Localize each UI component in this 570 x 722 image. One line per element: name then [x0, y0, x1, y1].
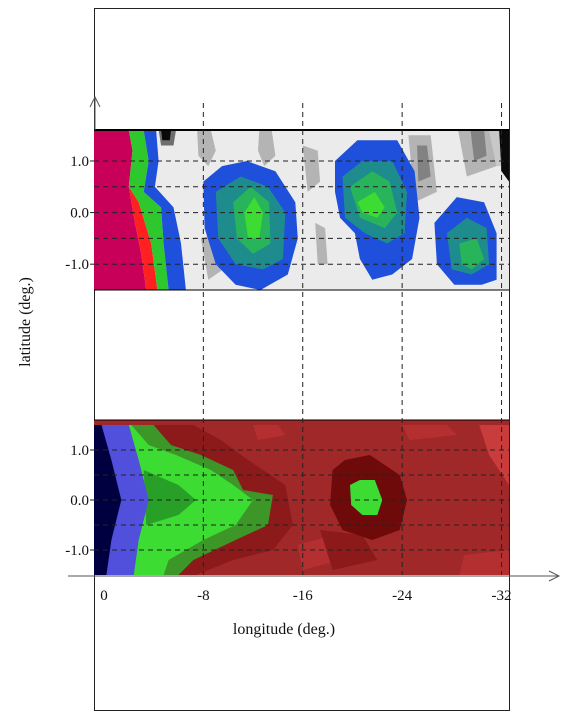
x-axis-label: longitude (deg.) — [233, 621, 335, 638]
x-axis-arrow-icon — [548, 570, 561, 582]
heat-region-bottom-4 — [459, 550, 509, 575]
heat-region-top-4 — [197, 130, 216, 167]
y-tick-labels-bottom: 1.0 0.0 -1.0 — [65, 443, 94, 559]
heat-region-top-7 — [315, 222, 328, 265]
y-tick-label-bottom-0: 1.0 — [70, 443, 89, 459]
heat-region-top-10 — [417, 145, 431, 182]
heat-region-bottom-8 — [350, 480, 383, 515]
heat-region-top-27 — [459, 238, 485, 270]
y-tick-label-top-0: 1.0 — [70, 154, 89, 170]
heat-region-top-6 — [302, 145, 321, 192]
x-tick-label-4: -32 — [492, 588, 512, 604]
y-tick-labels-top: 1.0 0.0 -1.0 — [65, 154, 94, 273]
heat-region-top-24 — [357, 191, 385, 218]
heatmap-panel-bottom — [94, 420, 509, 575]
y-tick-label-top-2: -1.0 — [65, 257, 89, 273]
heat-region-bottom-2 — [402, 425, 457, 440]
x-tick-label-0: 0 — [100, 588, 108, 604]
heat-region-bottom-11 — [143, 470, 196, 525]
y-axis-arrow-icon — [89, 95, 101, 108]
y-tick-label-bottom-1: 0.0 — [70, 493, 89, 509]
heat-region-top-2 — [128, 130, 169, 290]
x-tick-label-1: -8 — [197, 588, 210, 604]
heat-region-bottom-1 — [253, 425, 286, 440]
y-tick-label-bottom-2: -1.0 — [65, 543, 89, 559]
heat-region-top-3 — [143, 130, 186, 290]
heat-region-top-20 — [244, 197, 263, 239]
x-tick-label-2: -16 — [293, 588, 313, 604]
x-tick-label-3: -24 — [392, 588, 412, 604]
y-axis-label: latitude (deg.) — [17, 277, 34, 367]
heat-region-top-5 — [258, 130, 276, 167]
heat-region-top-12 — [470, 130, 487, 161]
gridlines — [94, 103, 509, 575]
figure-frame — [94, 8, 510, 711]
heat-region-top-0 — [94, 130, 147, 290]
heatmap-panel-top — [94, 130, 509, 290]
x-tick-labels: 0 -8 -16 -24 -32 — [100, 588, 511, 604]
heat-region-top-16 — [161, 130, 171, 141]
y-tick-label-top-1: 0.0 — [70, 206, 89, 222]
